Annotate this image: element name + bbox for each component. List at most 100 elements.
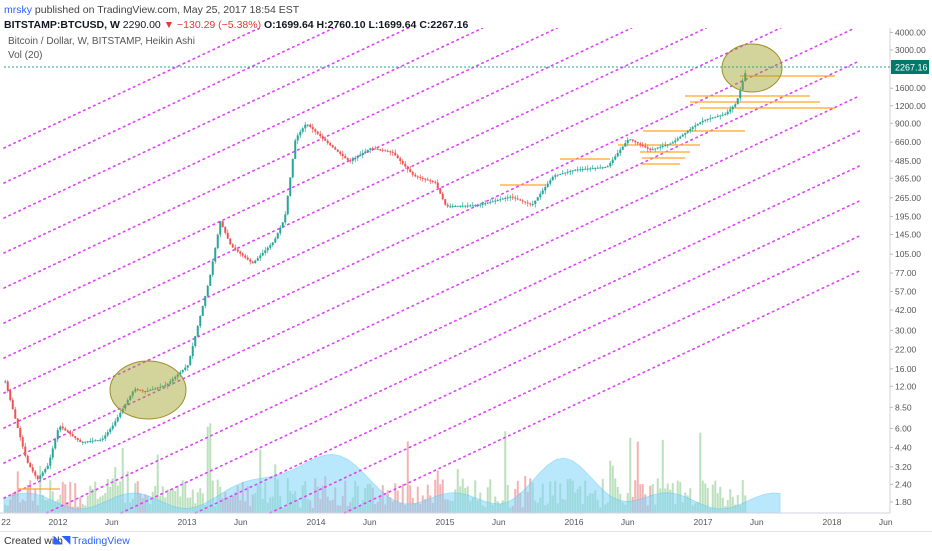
volume-bar xyxy=(474,480,477,513)
volume-bar xyxy=(126,471,129,513)
x-tick-label: Jun xyxy=(105,517,119,527)
candle-body xyxy=(569,171,572,173)
candle-body xyxy=(204,295,207,306)
candle-body xyxy=(276,233,279,239)
volume-bar xyxy=(436,470,439,513)
candle-body xyxy=(456,205,459,207)
candle-body xyxy=(589,168,592,170)
volume-bar xyxy=(79,497,82,513)
candle-body xyxy=(739,89,742,99)
y-tick-label: 6.00 xyxy=(895,424,912,434)
x-tick-label: Jun xyxy=(750,517,764,527)
candle-body xyxy=(191,346,194,357)
candle-body xyxy=(716,116,719,118)
tradingview-link[interactable]: TradingView xyxy=(72,535,130,547)
candle-body xyxy=(711,117,714,119)
candle-body xyxy=(166,383,169,386)
y-tick-label: 22.00 xyxy=(895,344,917,354)
y-tick-label: 660.00 xyxy=(895,137,921,147)
x-tick-label: 2012 xyxy=(49,517,68,527)
price-chart[interactable]: 4000.00 3000.00 2267.16 1600.00 1200.00 900.0… xyxy=(0,28,932,531)
channel-line xyxy=(343,269,861,514)
x-tick-label: Jun xyxy=(621,517,635,527)
volume-bar xyxy=(86,495,89,513)
open-value: O:1699.64 xyxy=(264,19,314,31)
volume-bar xyxy=(721,497,724,513)
candle-body xyxy=(624,143,627,147)
volume-bar xyxy=(184,482,187,513)
volume-bar xyxy=(206,426,209,513)
y-tick-label: 3.20 xyxy=(895,462,912,472)
candle-body xyxy=(156,387,159,389)
candle-body xyxy=(231,244,234,248)
candle-body xyxy=(434,181,437,183)
candle-body xyxy=(44,469,47,473)
candle-body xyxy=(236,249,239,252)
candle-body xyxy=(136,389,139,391)
volume-bar xyxy=(456,468,459,513)
highlight-circles xyxy=(109,43,783,420)
y-tick-label: 30.00 xyxy=(895,325,917,335)
candle-body xyxy=(196,325,199,337)
candle-body xyxy=(689,129,692,131)
candle-body xyxy=(164,385,167,387)
author-link[interactable]: mrsky xyxy=(4,4,32,16)
tradingview-logo-icon[interactable]: ◣◥ xyxy=(54,534,71,546)
candle-body xyxy=(481,203,484,205)
candle-body xyxy=(524,201,527,203)
volume-bar xyxy=(114,466,117,513)
candle-body xyxy=(361,153,364,155)
volume-bar xyxy=(94,481,97,513)
candle-body xyxy=(596,167,599,169)
candle-body xyxy=(411,171,414,175)
candle-body xyxy=(649,148,652,151)
candle-body xyxy=(189,356,192,366)
candle-body xyxy=(336,149,339,152)
candle-body xyxy=(366,149,369,152)
candle-body xyxy=(106,432,109,436)
y-tick-label: 2.40 xyxy=(895,479,912,489)
candle-body xyxy=(174,376,177,380)
y-tick-label: 4000.00 xyxy=(895,28,926,37)
channel-line xyxy=(120,164,861,514)
candle-body xyxy=(214,248,217,262)
volume-bar xyxy=(209,423,212,513)
volume-bar xyxy=(611,465,614,513)
channel-line xyxy=(3,94,861,499)
price-change: −130.29 (−5.38%) xyxy=(177,19,262,31)
candle-body xyxy=(46,465,49,470)
time-axis: 22 2012 Jun 2013 Jun 2014 Jun 2015 Jun 2016 Jun 201… xyxy=(0,512,893,527)
candle-body xyxy=(506,197,509,199)
candle-body xyxy=(484,203,487,205)
candle-body xyxy=(199,315,202,326)
candle-body xyxy=(514,197,517,199)
volume-bar xyxy=(401,483,404,513)
candle-body xyxy=(661,146,664,148)
candle-body xyxy=(264,250,267,253)
candle-body xyxy=(594,167,597,169)
volume-bar xyxy=(504,431,507,513)
candle-body xyxy=(269,245,272,248)
candle-body xyxy=(426,179,429,181)
candle-body xyxy=(334,147,337,150)
candle-body xyxy=(744,72,747,82)
candle-body xyxy=(266,247,269,251)
candle-body xyxy=(381,149,384,151)
candle-body xyxy=(669,143,672,145)
candle-body xyxy=(659,146,662,148)
candle-body xyxy=(741,81,744,90)
volume-bar xyxy=(639,484,642,513)
candle-body xyxy=(424,178,427,180)
candle-body xyxy=(621,146,624,150)
candle-body xyxy=(61,426,64,429)
candle-body xyxy=(439,188,442,194)
candle-body xyxy=(14,409,17,419)
candle-body xyxy=(356,156,359,158)
y-tick-label: 265.00 xyxy=(895,193,921,203)
candle-body xyxy=(99,439,102,441)
channel-line xyxy=(3,28,633,324)
candle-body xyxy=(116,417,119,422)
x-tick-label: Jun xyxy=(879,517,893,527)
candle-body xyxy=(9,390,12,401)
channel-line xyxy=(3,28,782,394)
